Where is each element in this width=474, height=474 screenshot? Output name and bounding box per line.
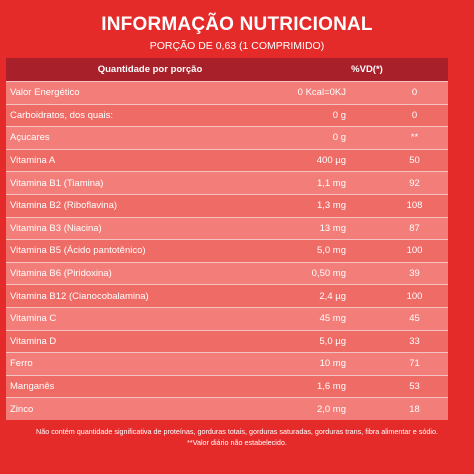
- table-row: Valor Energético 0 Kcal=0KJ 0: [6, 81, 448, 104]
- nutrient-quantity: 0,50 mg: [311, 268, 346, 280]
- table-row: Vitamina A 400 µg 50: [6, 148, 448, 172]
- footnotes: Não contém quantidade significativa de p…: [0, 427, 474, 448]
- nutrient-quantity: 5,0 µg: [319, 335, 346, 347]
- nutrient-vd: 50: [409, 155, 420, 167]
- nutrient-name: Vitamina B2 (Riboflavina): [10, 200, 118, 212]
- table-row: Vitamina B12 (Cianocobalamina) 2,4 µg 100: [6, 284, 448, 307]
- table-row: Vitamina C 45 mg 45: [6, 306, 448, 330]
- table-row: Vitamina B1 (Tiamina) 1,1 mg 92: [6, 171, 448, 194]
- nutrient-vd: 0: [411, 87, 418, 99]
- nutrient-vd: 18: [409, 403, 420, 415]
- nutrient-vd: 87: [409, 222, 420, 234]
- nutrition-table: Quantidade por porção %VD(*) Valor Energ…: [6, 58, 448, 420]
- nutrient-vd: 108: [406, 200, 423, 212]
- nutrient-quantity: 1,1 mg: [316, 177, 346, 189]
- nutrient-quantity: 1,3 mg: [316, 200, 346, 212]
- nutrient-quantity: 45 mg: [319, 313, 346, 325]
- nutrient-name: Vitamina B12 (Cianocobalamina): [10, 290, 149, 302]
- nutrient-quantity: 0 g: [332, 109, 346, 121]
- nutrient-vd: 100: [406, 290, 423, 302]
- nutrient-name: Vitamina B5 (Ácido pantotênico): [10, 245, 146, 257]
- nutrient-vd: 53: [409, 381, 420, 393]
- nutrient-name: Vitamina B3 (Niacina): [10, 222, 102, 234]
- nutrient-vd: 100: [406, 245, 423, 257]
- table-row: Manganês 1,6 mg 53: [6, 374, 448, 398]
- nutrient-name: Vitamina A: [10, 155, 56, 167]
- table-body: Valor Energético 0 Kcal=0KJ 0 Carboidratos…: [6, 81, 448, 420]
- table-header: Quantidade por porção %VD(*): [6, 58, 448, 81]
- footnote-dv-not-established: **Valor diário não estabelecido.: [187, 438, 287, 447]
- header-vd: %VD(*): [351, 64, 383, 75]
- nutrient-vd: 71: [409, 358, 420, 370]
- nutrient-quantity: 1,6 mg: [316, 381, 346, 393]
- nutrient-name: Vitamina D: [10, 335, 57, 347]
- table-row: Vitamina B3 (Niacina) 13 mg 87: [6, 216, 448, 240]
- nutrient-name: Zinco: [10, 403, 34, 415]
- nutrient-name: Carboidratos, dos quais:: [10, 109, 113, 121]
- page-title: INFORMAÇÃO NUTRICIONAL: [101, 14, 373, 35]
- nutrient-vd: 33: [409, 335, 420, 347]
- serving-size: PORÇÃO DE 0,63 (1 COMPRIMIDO): [149, 40, 325, 52]
- nutrient-quantity: 10 mg: [319, 358, 346, 370]
- nutrient-vd: **: [410, 132, 419, 144]
- header-quantity: Quantidade por porção: [97, 64, 203, 75]
- nutrient-quantity: 13 mg: [319, 222, 346, 234]
- nutrient-name: Vitamina C: [10, 313, 57, 325]
- table-row: Açucares 0 g **: [6, 126, 448, 149]
- table-row: Vitamina B5 (Ácido pantotênico) 5,0 mg 100: [6, 239, 448, 262]
- nutrient-quantity: 400 µg: [316, 155, 346, 167]
- nutrient-quantity: 0 Kcal=0KJ: [297, 87, 346, 99]
- nutrient-name: Valor Energético: [10, 87, 80, 99]
- table-row: Ferro 10 mg 71: [6, 352, 448, 375]
- nutrient-name: Vitamina B1 (Tiamina): [10, 177, 104, 189]
- nutrient-quantity: 2,0 mg: [316, 403, 346, 415]
- nutrient-vd: 39: [409, 268, 420, 280]
- nutrient-quantity: 2,4 µg: [319, 290, 346, 302]
- table-row: Carboidratos, dos quais: 0 g 0: [6, 103, 448, 127]
- table-row: Vitamina B2 (Riboflavina) 1,3 mg 108: [6, 193, 448, 217]
- nutrient-name: Vitamina B6 (Piridoxina): [10, 268, 112, 280]
- footnote-not-significant: Não contém quantidade significativa de p…: [36, 427, 438, 436]
- nutrient-quantity: 0 g: [332, 132, 346, 144]
- nutrient-vd: 0: [411, 109, 418, 121]
- table-row: Vitamina B6 (Piridoxina) 0,50 mg 39: [6, 261, 448, 285]
- table-row: Vitamina D 5,0 µg 33: [6, 329, 448, 353]
- nutrient-vd: 45: [409, 313, 420, 325]
- nutrient-name: Manganês: [10, 381, 55, 393]
- table-row: Zinco 2,0 mg 18: [6, 397, 448, 420]
- nutrient-name: Açucares: [10, 132, 50, 144]
- nutrient-vd: 92: [409, 177, 420, 189]
- nutrient-name: Ferro: [10, 358, 33, 370]
- nutrient-quantity: 5,0 mg: [316, 245, 346, 257]
